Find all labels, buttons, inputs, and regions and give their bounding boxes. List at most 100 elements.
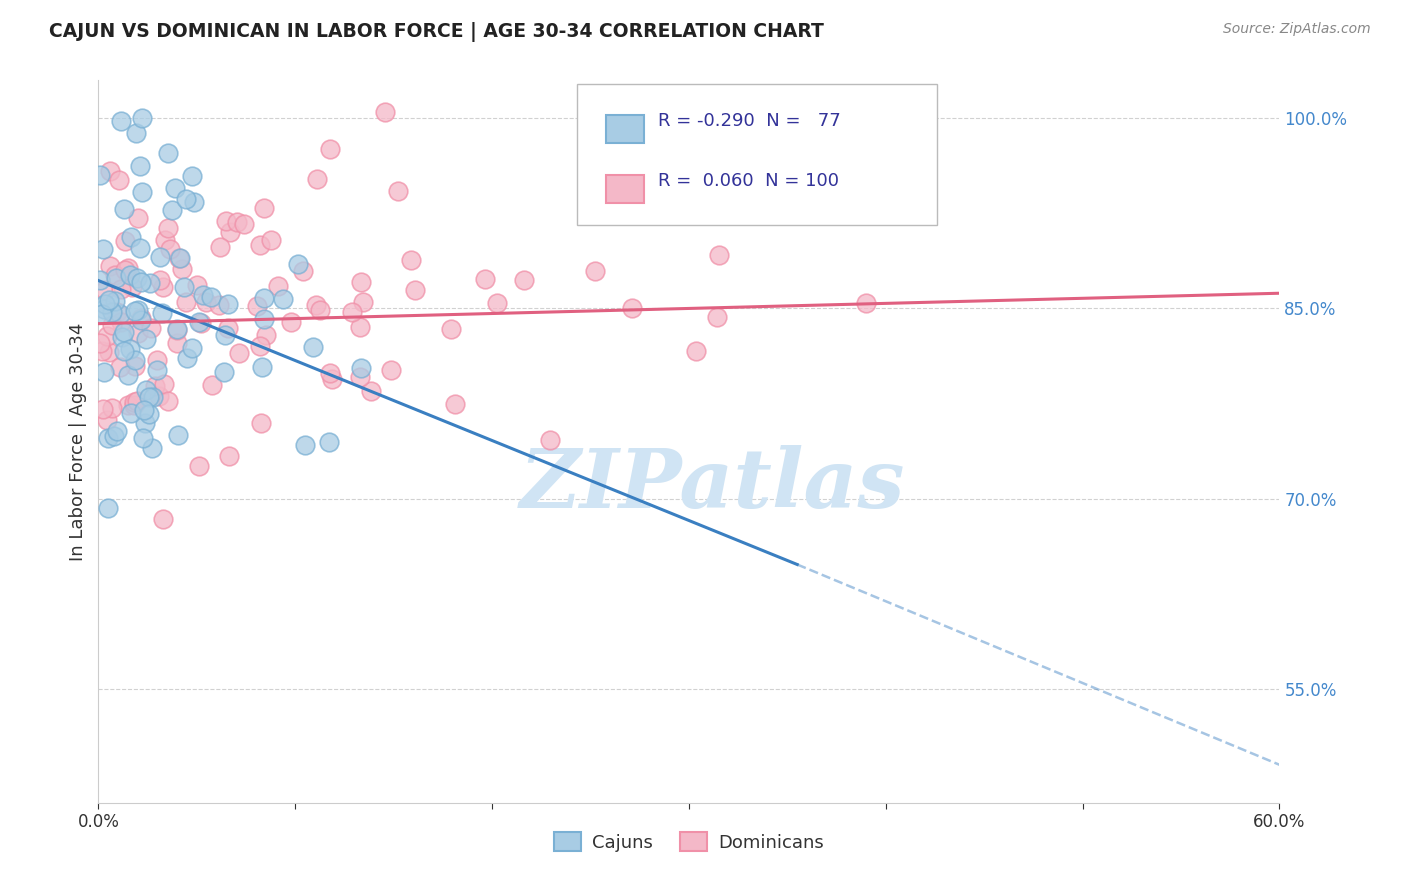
Point — [350, 361, 373, 376]
Point — [104, 268, 127, 282]
Point — [706, 310, 728, 325]
Point — [132, 431, 155, 445]
Point — [129, 313, 152, 327]
Point — [855, 296, 877, 310]
Point — [180, 341, 202, 355]
Point — [583, 263, 606, 277]
Text: CAJUN VS DOMINICAN IN LABOR FORCE | AGE 30-34 CORRELATION CHART: CAJUN VS DOMINICAN IN LABOR FORCE | AGE … — [49, 22, 824, 42]
Point — [107, 173, 129, 187]
Point — [157, 394, 180, 409]
Point — [153, 377, 176, 392]
Point — [101, 318, 124, 332]
Point — [218, 449, 240, 463]
Point — [124, 395, 146, 409]
Point — [186, 277, 208, 292]
Point — [280, 315, 302, 329]
Point — [156, 145, 179, 160]
Point — [215, 213, 238, 227]
Point — [305, 298, 328, 312]
Point — [97, 431, 120, 445]
Point — [174, 193, 197, 207]
Point — [120, 230, 142, 244]
Y-axis label: In Labor Force | Age 30-34: In Labor Force | Age 30-34 — [69, 322, 87, 561]
Point — [93, 301, 115, 316]
Point — [246, 299, 269, 313]
Point — [318, 435, 340, 450]
Point — [201, 378, 224, 392]
Point — [98, 345, 121, 359]
Point — [131, 185, 153, 199]
Bar — [606, 115, 644, 143]
Point — [404, 283, 426, 297]
Point — [117, 399, 139, 413]
Point — [166, 322, 188, 336]
Point — [387, 184, 409, 198]
Point — [110, 282, 132, 296]
Point — [291, 264, 314, 278]
Point — [89, 169, 111, 183]
Point — [163, 181, 186, 195]
Point — [253, 201, 276, 215]
Point — [308, 303, 330, 318]
Point — [294, 438, 316, 452]
Point — [321, 372, 343, 386]
Point — [98, 259, 121, 273]
FancyBboxPatch shape — [576, 84, 936, 225]
Point — [104, 293, 127, 308]
Point — [134, 416, 156, 430]
Point — [319, 142, 342, 156]
Point — [166, 335, 188, 350]
Point — [138, 407, 160, 421]
Text: Source: ZipAtlas.com: Source: ZipAtlas.com — [1223, 22, 1371, 37]
Point — [120, 406, 142, 420]
Point — [150, 306, 173, 320]
Point — [146, 362, 169, 376]
Point — [249, 338, 271, 352]
Point — [122, 398, 145, 412]
Point — [157, 221, 180, 235]
Point — [217, 320, 239, 334]
Point — [103, 429, 125, 443]
Point — [253, 312, 276, 326]
Point — [188, 315, 211, 329]
Point — [200, 290, 222, 304]
Point — [219, 225, 242, 239]
Point — [117, 260, 139, 275]
Point — [89, 273, 111, 287]
Point — [352, 294, 374, 309]
Point — [319, 367, 342, 381]
Point — [105, 304, 128, 318]
Point — [399, 253, 422, 268]
Point — [108, 308, 131, 322]
Point — [124, 359, 146, 373]
Point — [125, 271, 148, 285]
Point — [160, 203, 183, 218]
Point — [129, 310, 152, 325]
Point — [135, 384, 157, 398]
Point — [129, 241, 152, 255]
Point — [124, 353, 146, 368]
Point — [94, 296, 117, 310]
Point — [159, 243, 181, 257]
Point — [305, 171, 328, 186]
Point — [443, 397, 465, 411]
Point — [118, 268, 141, 282]
Point — [112, 344, 135, 359]
Point — [114, 234, 136, 248]
Text: R = -0.290  N =   77: R = -0.290 N = 77 — [658, 112, 841, 130]
Point — [538, 434, 561, 448]
Point — [170, 262, 193, 277]
Point — [250, 417, 273, 431]
Point — [253, 292, 276, 306]
Point — [148, 389, 170, 403]
Point — [486, 296, 509, 310]
Point — [512, 273, 534, 287]
Point — [128, 159, 150, 173]
Point — [195, 294, 218, 309]
Point — [141, 321, 163, 335]
Point — [374, 105, 396, 120]
Point — [349, 320, 371, 334]
Bar — [606, 176, 644, 203]
Point — [707, 248, 730, 262]
Point — [146, 353, 169, 368]
